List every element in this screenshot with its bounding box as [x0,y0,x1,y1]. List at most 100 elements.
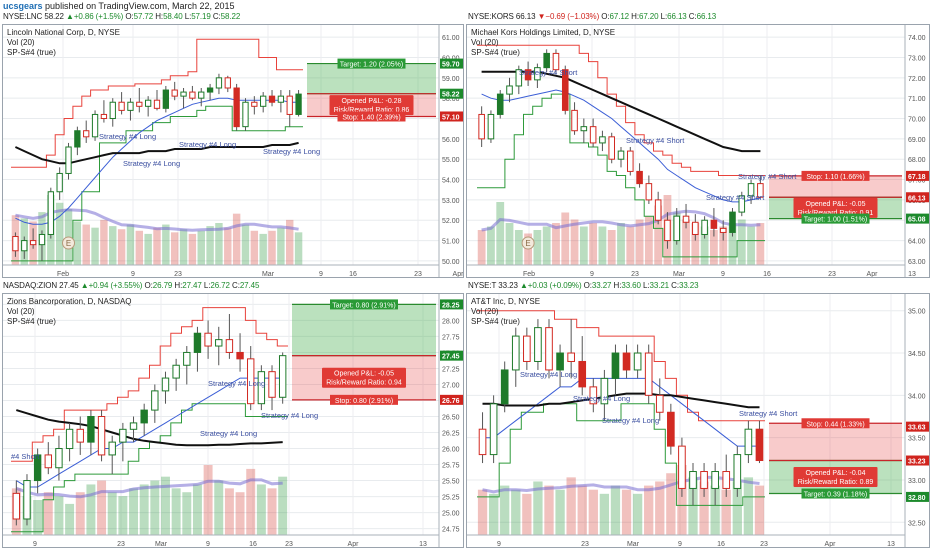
candle [100,100,108,123]
candle-body [608,136,615,160]
candle [589,118,597,147]
time-tick-label: 16 [349,271,357,278]
candle-body [161,377,170,392]
candle-body [56,172,63,193]
candle-body [251,101,258,107]
candle [701,216,708,239]
candle [47,187,54,239]
strategy-label: Strategy #4 Long [602,416,659,425]
candle [278,352,287,404]
price-tick-label: 24.75 [442,527,460,534]
volume-bar [496,202,505,265]
risk-reward-text: Risk/Reward Ratio: 0.86 [334,107,410,114]
candle-body [738,195,746,213]
stop-zone [769,175,902,198]
candle [144,96,152,117]
pnl-box: Opened P&L: -0.04 Risk/Reward Ratio: 0.89 [793,467,878,488]
candle [733,446,742,497]
stop-label-bg [337,111,406,122]
candle-body [719,227,727,233]
quote-symbol: NYSE:T [468,281,499,290]
candle [722,454,731,497]
candle-body [215,77,223,89]
candle [74,126,81,156]
author-link[interactable]: ucsgears [3,1,43,11]
ma-blue-line [15,97,299,225]
time-tick-label: 13 [887,541,895,548]
price-tick-label: 34.50 [908,351,926,358]
candle-body [545,327,553,371]
price-tick-label: 68.00 [908,157,926,164]
bands [477,310,765,506]
time-tick-label: Apr [453,271,464,278]
chart-panel-lnc[interactable]: Strategy #4 Long Strategy #4 Long Strategy… [2,24,464,278]
candle [21,236,28,259]
time-tick-label: Mar [155,541,168,548]
candle [76,416,84,455]
volume-bar [728,223,737,265]
price-tick-label: 28.00 [442,318,460,325]
price-tick-label: 26.25 [442,431,460,438]
volume-bar [677,465,687,535]
candle-body [33,454,42,482]
target-label: Target: 1.00 (1.51%) [801,213,870,224]
candle-body [561,69,569,111]
volume-bar [170,232,179,265]
candle-body [500,369,509,405]
volume-bar [97,480,107,535]
candle [747,179,755,204]
volume-bar [617,223,625,265]
ma-blue-line [482,377,760,447]
candle-body [556,352,564,371]
quote-line-lnc: NYSE:LNC 58.22 ▲+0.86 (+1.5%) O:57.72 H:… [3,12,240,21]
ma-black-line [16,409,283,447]
candle [545,319,553,379]
time-tick-label: 23 [828,271,836,278]
volume-bar [621,489,632,535]
candle [97,410,106,462]
quote-line-zion: NASDAQ:ZION 27.45 ▲+0.94 (+3.55%) O:26.7… [3,281,259,290]
candle-body [543,52,550,69]
candle-body [153,99,161,109]
price-badge-bg [440,350,463,361]
risk-reward-text: Risk/Reward Ratio: 0.94 [326,380,402,387]
pnl-text: Opened P&L: -0.05 [806,201,866,208]
volume-bar [215,223,223,265]
candle [12,232,19,257]
volume-bar [632,493,643,535]
volume-bar [610,485,621,535]
candle [622,344,631,379]
price-badge-text: 26.76 [442,398,460,405]
quote-close: 66.13 [696,12,717,21]
candle [129,416,138,443]
price-badge-text: 28.25 [442,302,460,309]
time-tick-label: 9 [678,541,682,548]
candle-body [578,360,587,388]
candle [655,378,664,421]
volume-bar [719,226,728,265]
time-tick-label: 13 [908,271,916,278]
candle [700,463,708,497]
candle-body [611,352,620,379]
candle [744,420,753,464]
chart-panel-zion[interactable]: #4 Short Strategy #4 Long Strategy #4 Long… [2,293,464,548]
quote-h-label: H: [613,281,622,290]
volume-bar [129,488,138,535]
candle [689,463,697,506]
candle-body [506,85,513,95]
chart-panel-t[interactable]: Strategy #4 Long Strategy #4 Long Strategy… [466,293,930,548]
volume-bar [235,492,245,535]
price-badge-text: 32.80 [908,495,926,502]
candle-body [206,87,214,93]
price-badge-bg [440,58,463,69]
volume-bar [179,229,188,265]
time-tick-label: Apr [867,271,879,278]
pnl-box-bg [793,467,878,488]
chart-panel-kors[interactable]: Strategy #4 Short Strategy #4 Short Strate… [466,24,930,278]
candle-body [83,130,90,138]
strategy-label: Strategy #4 Short [738,172,797,181]
volume-bar [43,492,53,535]
candle [225,314,234,359]
time-tick-label: Feb [57,271,69,278]
